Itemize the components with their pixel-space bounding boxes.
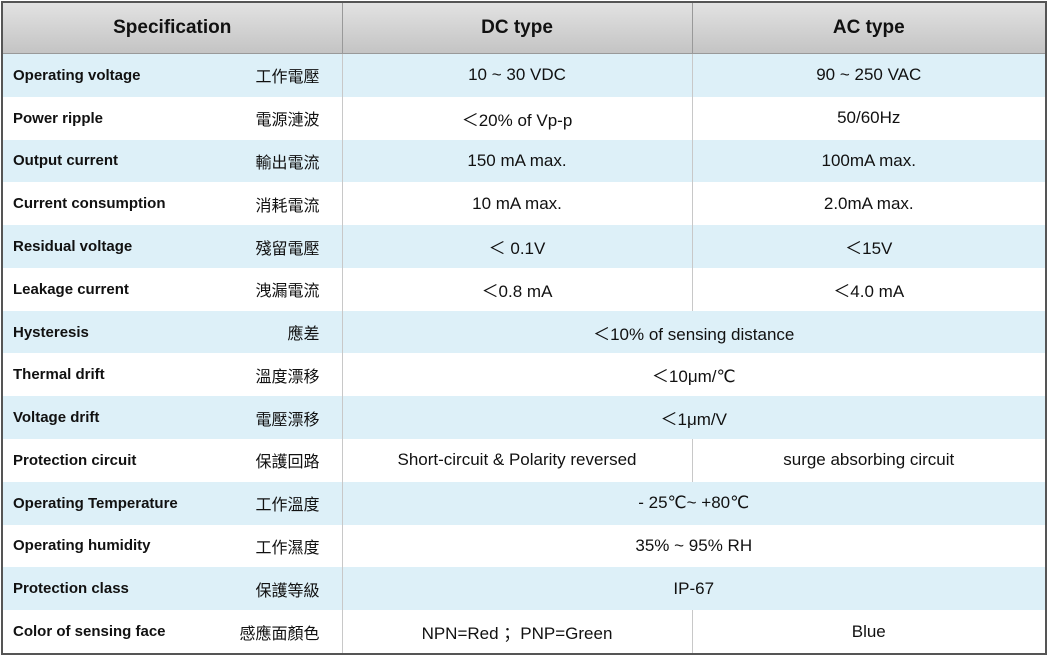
spec-value: 50/60Hz <box>692 96 1047 140</box>
spec-name: Power ripple <box>2 96 217 140</box>
table-row: Output current 輸出電流 150 mA max. 100mA max. <box>2 139 1047 183</box>
spec-value: surge absorbing circuit <box>692 439 1047 482</box>
spec-name: Operating voltage <box>2 53 217 97</box>
spec-value: Blue <box>692 610 1047 654</box>
spec-name-zh: 感應面顏色 <box>217 610 343 654</box>
spec-name-zh: 輸出電流 <box>217 139 343 183</box>
table-row: Residual voltage 殘留電壓＜ 0.1V ＜15V <box>2 225 1047 268</box>
spec-value: IP-67 <box>342 567 1047 611</box>
header-cell: Specification <box>2 2 343 54</box>
spec-name: Hysteresis <box>2 310 217 354</box>
spec-name: Current consumption <box>2 182 217 226</box>
spec-name: Protection circuit <box>2 439 217 482</box>
table-row: Operating Temperature 工作溫度 - 25℃~ +80℃ <box>2 481 1047 525</box>
spec-value: 2.0mA max. <box>692 182 1047 226</box>
spec-name-zh: 工作濕度 <box>217 524 343 568</box>
spec-value: 35% ~ 95% RH <box>342 524 1047 568</box>
spec-value: ＜ 0.1V <box>342 225 693 268</box>
spec-name-zh: 保護回路 <box>217 439 343 482</box>
table-row: Protection class 保護等級 IP-67 <box>2 567 1047 611</box>
table-row: Protection circuit 保護回路 Short-circuit & Po… <box>2 439 1047 482</box>
header-cell: DC type <box>342 2 693 54</box>
spec-name-zh: 消耗電流 <box>217 182 343 226</box>
spec-name: Thermal drift <box>2 353 217 397</box>
spec-name-zh: 保護等級 <box>217 567 343 611</box>
spec-value: ＜20% of Vp-p <box>342 96 693 140</box>
spec-value: 90 ~ 250 VAC <box>692 53 1047 97</box>
header-cell: AC type <box>692 2 1047 54</box>
table-row: Voltage drift 電壓漂移 ＜1μm/V <box>2 396 1047 440</box>
spec-name: Protection class <box>2 567 217 611</box>
spec-name: Operating Temperature <box>2 481 217 525</box>
spec-value: 10 ~ 30 VDC <box>342 53 693 97</box>
table-row: Operating voltage 工作電壓 10 ~ 30 VDC 90 ~ 250… <box>2 53 1047 97</box>
spec-value: ＜10% of sensing distance <box>342 310 1047 354</box>
spec-value: ＜15V <box>692 225 1047 268</box>
spec-value: Short-circuit & Polarity reversed <box>342 439 693 482</box>
table-row: Color of sensing face 感應面顏色 NPN=Red ；PNP=G… <box>2 610 1047 654</box>
spec-value: ＜10μm/℃ <box>342 353 1047 397</box>
spec-value: NPN=Red ；PNP=Green <box>342 610 693 654</box>
table-row: Thermal drift 溫度漂移 ＜10μm/℃ <box>2 353 1047 397</box>
table-row: Power ripple 電源漣波 ＜20% of Vp-p 50/60Hz <box>2 96 1047 140</box>
spec-name-zh: 電壓漂移 <box>217 396 343 440</box>
spec-name: Output current <box>2 139 217 183</box>
table-row: Current consumption 消耗電流 10 mA max. 2.0mA m… <box>2 182 1047 226</box>
spec-name: Residual voltage <box>2 225 217 268</box>
spec-name-zh: 應差 <box>217 310 343 354</box>
spec-name-zh: 電源漣波 <box>217 96 343 140</box>
table-row: Leakage current 洩漏電流 ＜0.8 mA ＜4.0 mA <box>2 267 1047 311</box>
spec-name-zh: 工作電壓 <box>217 53 343 97</box>
spec-name: Color of sensing face <box>2 610 217 654</box>
spec-value: 10 mA max. <box>342 182 693 226</box>
table-row: Operating humidity 工作濕度 35% ~ 95% RH <box>2 524 1047 568</box>
spec-name: Operating humidity <box>2 524 217 568</box>
spec-name-zh: 溫度漂移 <box>217 353 343 397</box>
spec-value: ＜0.8 mA <box>342 267 693 311</box>
spec-name-zh: 殘留電壓 <box>217 225 343 268</box>
spec-value: - 25℃~ +80℃ <box>342 481 1047 525</box>
spec-name-zh: 洩漏電流 <box>217 267 343 311</box>
header-row: Specification DC type AC type <box>2 2 1047 54</box>
spec-value: 150 mA max. <box>342 139 693 183</box>
spec-name-zh: 工作溫度 <box>217 481 343 525</box>
table-body: Operating voltage 工作電壓 10 ~ 30 VDC 90 ~ 250… <box>2 53 1047 654</box>
spec-value: ＜4.0 mA <box>692 267 1047 311</box>
table-row: Hysteresis 應差 ＜10% of sensing distance <box>2 310 1047 354</box>
spec-name: Leakage current <box>2 267 217 311</box>
spec-name: Voltage drift <box>2 396 217 440</box>
spec-value: ＜1μm/V <box>342 396 1047 440</box>
spec-value: 100mA max. <box>692 139 1047 183</box>
